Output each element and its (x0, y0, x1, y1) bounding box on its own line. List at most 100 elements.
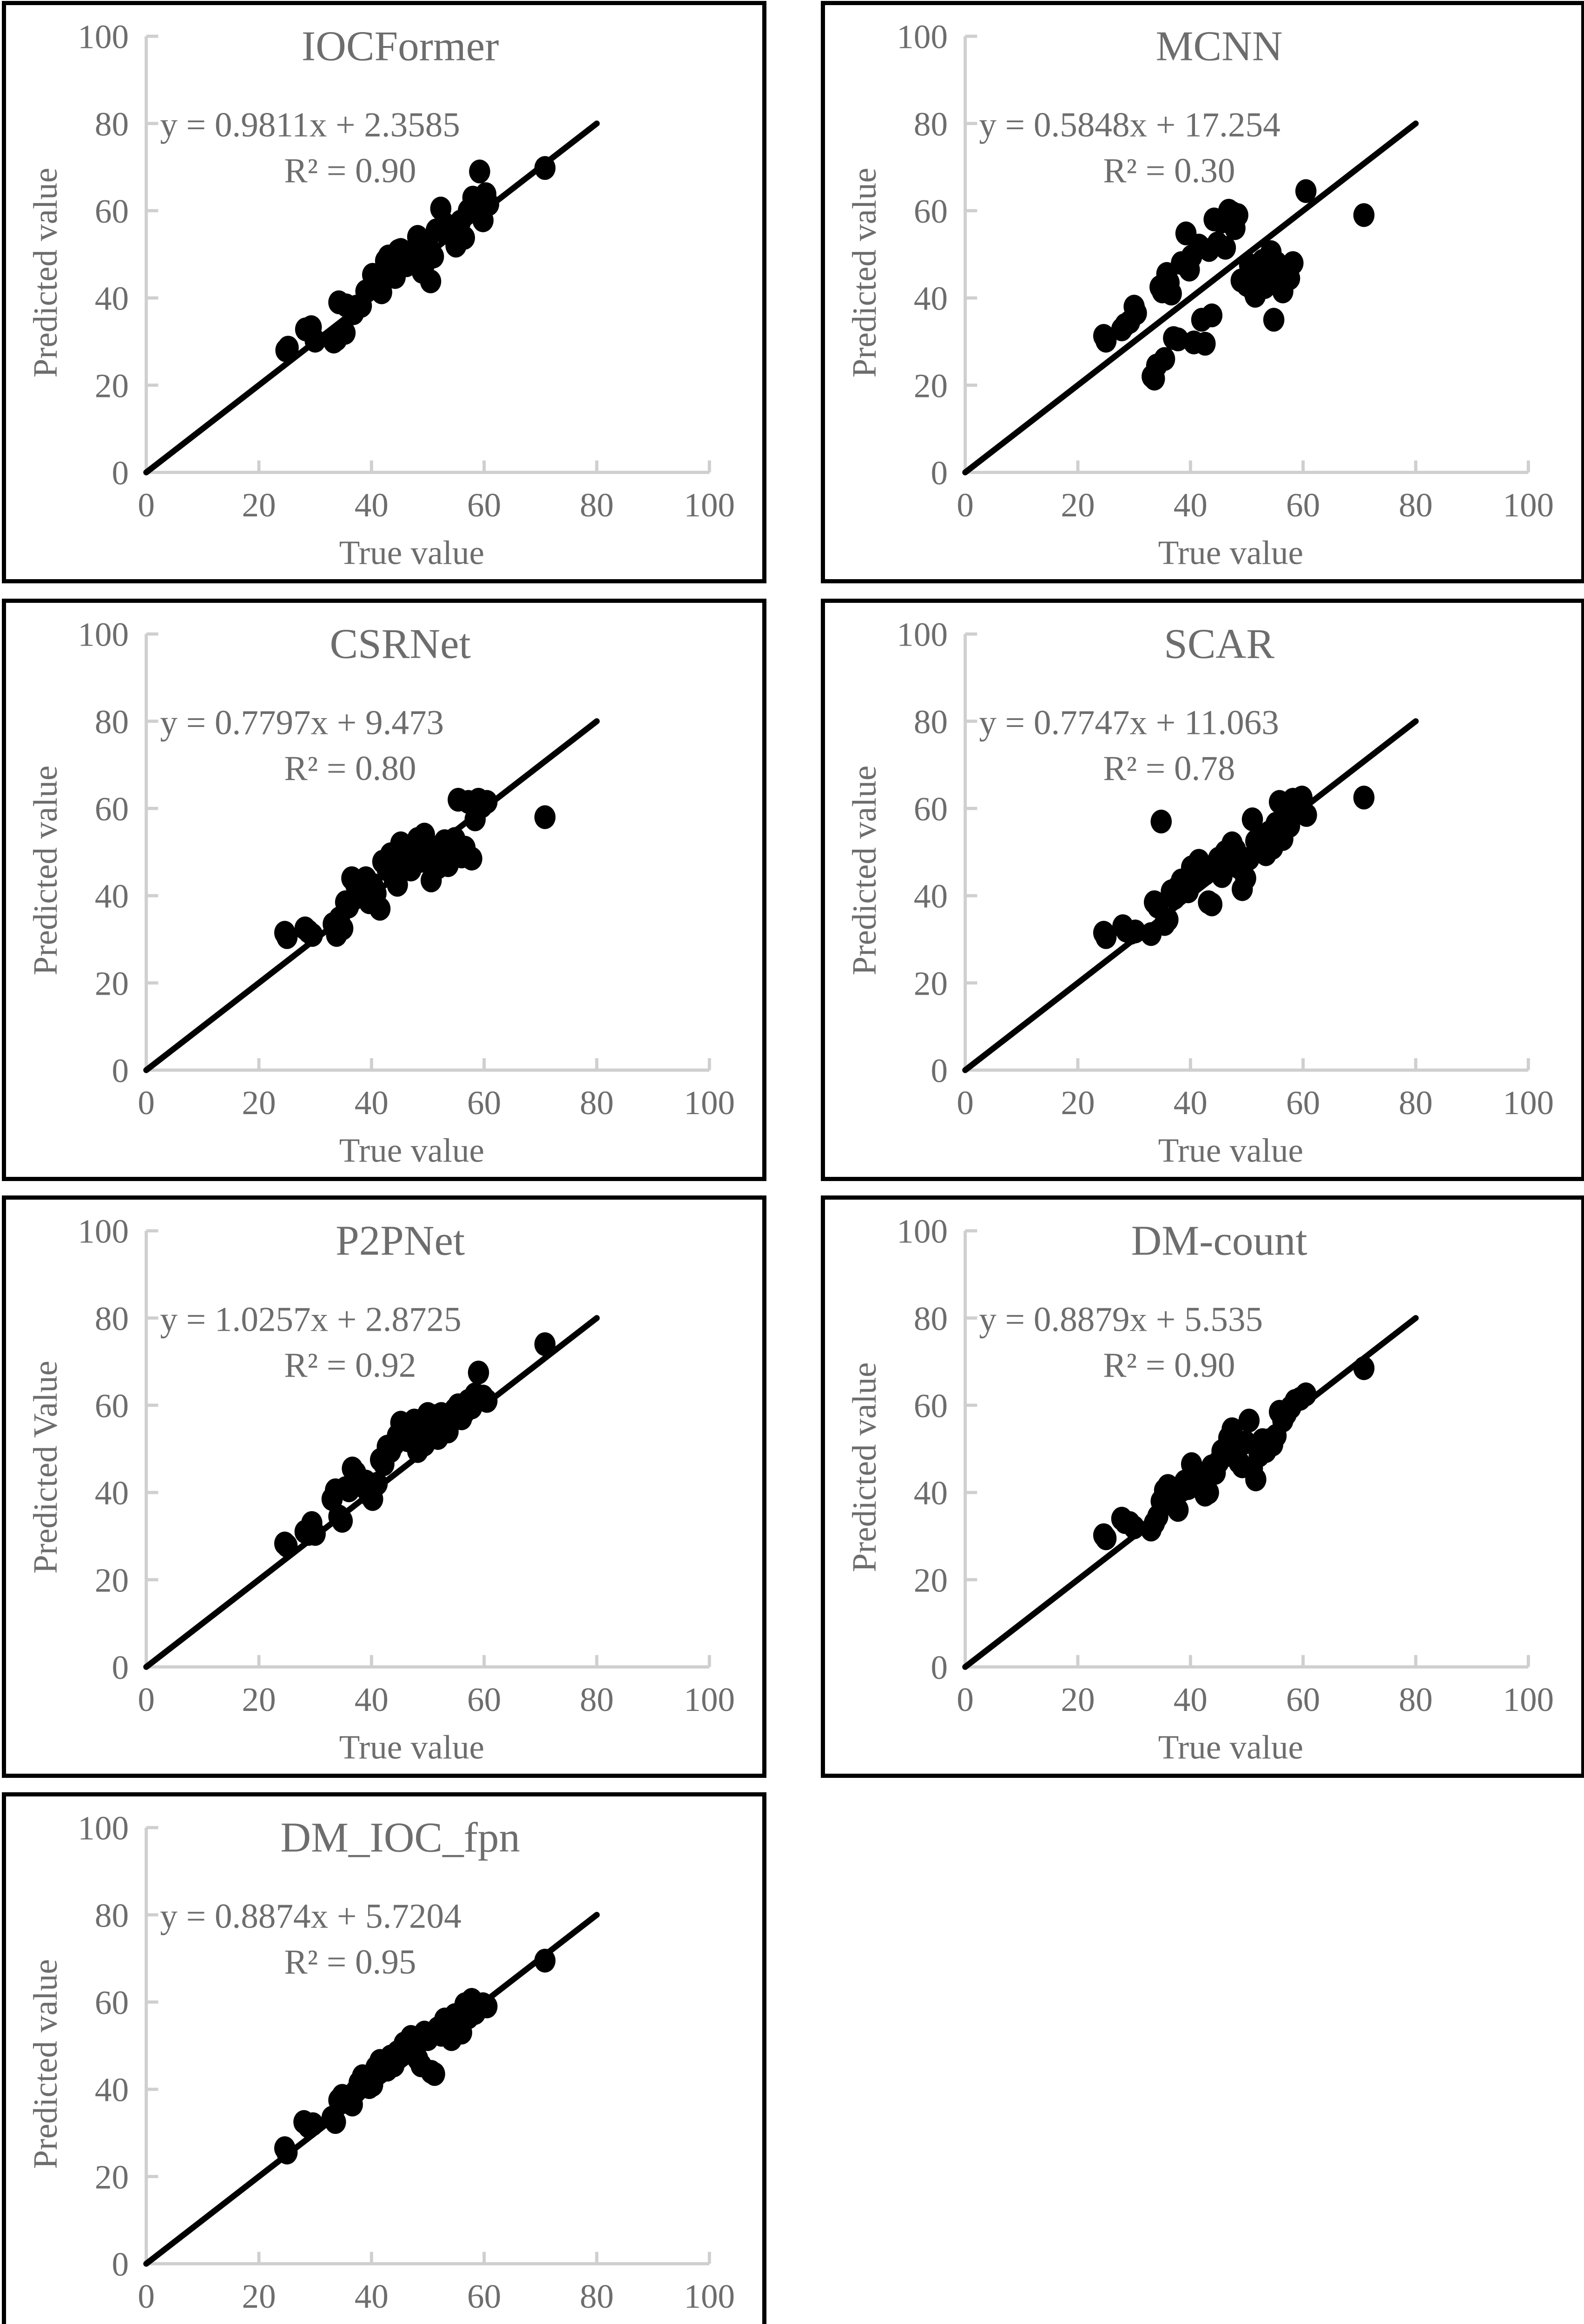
data-point (468, 1360, 489, 1385)
data-point (424, 2062, 445, 2086)
data-point (1235, 866, 1256, 891)
x-tick-label: 40 (355, 2278, 389, 2315)
plot-area-scar: 0 20 40 60 80 100 0 20 40 60 80 100 True value Predic… (825, 603, 1581, 1177)
tick-labels-dm-count: 0 20 40 60 80 100 0 20 40 60 80 100 (897, 1213, 1554, 1718)
data-point (1154, 347, 1175, 371)
tick-labels-csrnet: 0 20 40 60 80 100 0 20 40 60 80 100 (78, 616, 735, 1122)
x-tick-label: 20 (1061, 1681, 1095, 1718)
y-tick-label: 60 (914, 790, 948, 828)
reference-line (962, 120, 1419, 475)
plot-area-dm-count: 0 20 40 60 80 100 0 20 40 60 80 100 True value Predic… (825, 1200, 1581, 1774)
y-tick-label: 60 (95, 1984, 129, 2021)
x-tick-label: 60 (1286, 486, 1320, 524)
x-tick-label: 20 (242, 1681, 276, 1718)
x-tick-label: 0 (138, 486, 155, 524)
data-point (334, 321, 356, 345)
scatter-plot-p2pnet: 0 20 40 60 80 100 0 20 40 60 80 100 True value Predic… (26, 1213, 735, 1766)
scatter-plot-dm-count: 0 20 40 60 80 100 0 20 40 60 80 100 True value Predic… (845, 1213, 1554, 1766)
y-tick-label: 100 (897, 1213, 948, 1250)
data-point (461, 846, 482, 871)
y-tick-label: 20 (95, 2158, 129, 2196)
data-points-iocformer (275, 156, 556, 363)
y-axis-title: Predicted value (26, 168, 64, 378)
y-tick-label: 40 (95, 878, 129, 915)
chart-panel-dm-count: 0 20 40 60 80 100 0 20 40 60 80 100 True value Predic… (821, 1195, 1584, 1778)
y-tick-label: 40 (914, 878, 948, 915)
y-tick-label: 0 (112, 1649, 129, 1686)
x-tick-label: 80 (1399, 1681, 1432, 1718)
x-tick-label: 80 (1399, 1084, 1432, 1122)
data-point (1161, 282, 1182, 306)
reference-line (143, 1315, 600, 1670)
r-squared-label: R² = 0.30 (1103, 152, 1235, 190)
regression-equation: y = 1.0257x + 2.8725 (160, 1300, 461, 1339)
plot-area-p2pnet: 0 20 40 60 80 100 0 20 40 60 80 100 True value Predic… (6, 1200, 762, 1774)
x-tick-label: 40 (355, 1681, 389, 1718)
x-tick-label: 0 (138, 1084, 155, 1122)
x-tick-label: 60 (467, 1084, 501, 1122)
x-tick-label: 60 (1286, 1681, 1320, 1718)
y-tick-label: 20 (914, 1561, 948, 1599)
x-tick-label: 100 (684, 1681, 735, 1718)
tick-labels-p2pnet: 0 20 40 60 80 100 0 20 40 60 80 100 (78, 1213, 735, 1718)
data-points-dm-ioc-fpn (274, 1948, 556, 2165)
y-tick-label: 80 (914, 703, 948, 740)
x-axis-title: True value (1158, 1729, 1303, 1766)
data-point (1238, 1408, 1260, 1433)
x-tick-label: 100 (1503, 486, 1554, 524)
x-tick-label: 80 (580, 2278, 614, 2315)
data-point (1126, 301, 1147, 325)
y-tick-label: 100 (897, 18, 948, 56)
chart-panel-scar: 0 20 40 60 80 100 0 20 40 60 80 100 True value Predic… (821, 599, 1584, 1181)
data-point (1095, 329, 1117, 353)
x-axis-title: True value (1158, 1132, 1303, 1169)
x-tick-label: 100 (684, 1084, 735, 1122)
y-tick-label: 20 (95, 1561, 129, 1599)
x-axis-title: True value (339, 1132, 484, 1169)
x-tick-label: 40 (355, 1084, 389, 1122)
y-tick-label: 60 (95, 192, 129, 230)
y-axis-title: Predicted value (845, 1362, 883, 1572)
y-tick-label: 80 (914, 1300, 948, 1337)
y-tick-label: 60 (95, 790, 129, 828)
r-squared-label: R² = 0.90 (1103, 1346, 1235, 1385)
x-tick-label: 100 (1503, 1681, 1554, 1718)
x-tick-label: 40 (355, 486, 389, 524)
plot-area-csrnet: 0 20 40 60 80 100 0 20 40 60 80 100 True value Predic… (6, 603, 762, 1177)
y-tick-label: 60 (914, 1387, 948, 1425)
x-axis-title: True value (339, 1729, 484, 1766)
panel-title: SCAR (1164, 620, 1274, 667)
x-tick-label: 0 (957, 486, 974, 524)
data-point (1245, 1467, 1267, 1492)
data-point (1227, 203, 1248, 227)
data-point (1263, 308, 1285, 332)
data-point (1167, 327, 1189, 351)
tick-labels-scar: 0 20 40 60 80 100 0 20 40 60 80 100 (897, 616, 1554, 1122)
r-squared-label: R² = 0.92 (284, 1346, 416, 1385)
data-points-p2pnet (274, 1332, 556, 1558)
y-tick-label: 0 (112, 454, 129, 492)
x-tick-label: 20 (1061, 486, 1095, 524)
y-tick-label: 80 (95, 703, 129, 740)
data-point (276, 925, 298, 949)
y-tick-label: 100 (78, 1809, 129, 1847)
data-point (1201, 303, 1223, 328)
data-point (369, 897, 391, 921)
x-tick-label: 80 (580, 1681, 614, 1718)
data-point (1201, 892, 1223, 917)
data-point (1150, 809, 1172, 834)
scatter-plot-csrnet: 0 20 40 60 80 100 0 20 40 60 80 100 True value Predic… (26, 616, 735, 1169)
data-point (277, 336, 299, 360)
x-tick-label: 100 (684, 2278, 735, 2315)
reference-line (143, 120, 600, 475)
data-point (1353, 786, 1375, 810)
x-tick-label: 40 (1174, 1681, 1208, 1718)
panel-title: DM-count (1131, 1217, 1307, 1264)
y-tick-label: 20 (914, 367, 948, 404)
y-tick-label: 60 (914, 192, 948, 230)
x-tick-label: 20 (242, 486, 276, 524)
